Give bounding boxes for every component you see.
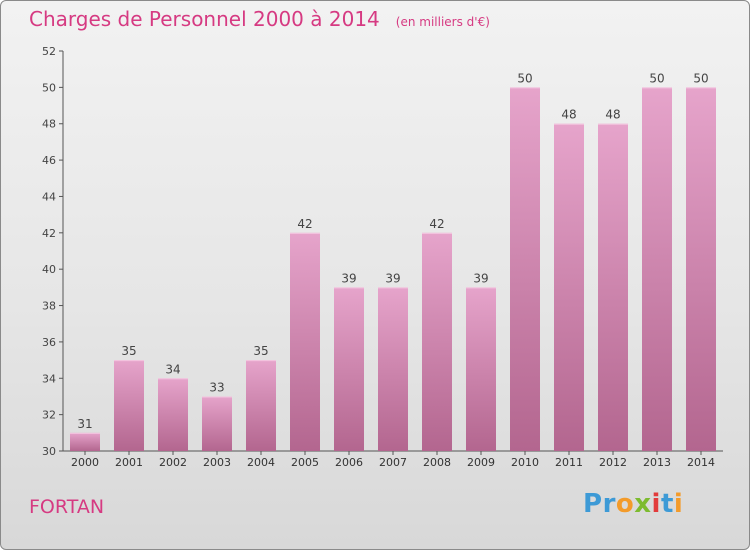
bar	[466, 287, 496, 451]
logo-letter: r	[602, 489, 616, 519]
bar	[686, 87, 716, 451]
chart-title: Charges de Personnel 2000 à 2014	[29, 7, 380, 31]
bar	[642, 87, 672, 451]
data-label: 42	[297, 217, 312, 231]
bar	[334, 287, 364, 451]
logo-letter: x	[634, 489, 652, 519]
data-label: 35	[121, 344, 136, 358]
y-tick-label: 44	[42, 190, 56, 203]
title-row: Charges de Personnel 2000 à 2014 (en mill…	[29, 7, 490, 31]
y-tick-label: 30	[42, 445, 56, 458]
data-label: 39	[473, 271, 488, 285]
x-tick-label: 2007	[379, 456, 407, 469]
proxiti-logo: Proxiti	[583, 489, 683, 519]
y-tick-label: 48	[42, 118, 56, 131]
y-tick-label: 40	[42, 263, 56, 276]
x-tick-label: 2000	[71, 456, 99, 469]
data-label: 50	[693, 71, 708, 85]
y-tick-label: 34	[42, 372, 56, 385]
logo-letter: P	[583, 489, 603, 519]
data-label: 50	[517, 71, 532, 85]
bar	[510, 87, 540, 451]
x-tick-label: 2013	[643, 456, 671, 469]
x-tick-label: 2006	[335, 456, 363, 469]
y-tick-label: 38	[42, 300, 56, 313]
x-tick-label: 2014	[687, 456, 715, 469]
bars: 31 35 34 33 35 42 39 39 42 39 50 48 48 50 50	[70, 71, 716, 452]
y-tick-label: 50	[42, 81, 56, 94]
data-label: 48	[561, 108, 576, 122]
bar	[70, 432, 100, 451]
commune-name: FORTAN	[29, 496, 105, 518]
data-label: 48	[605, 108, 620, 122]
axes: 30 32 34 36 38 40 42 44 46 48 50 52 2000 2001 2002 2003…	[42, 45, 723, 469]
x-tick-label: 2012	[599, 456, 627, 469]
y-tick-label: 42	[42, 227, 56, 240]
x-tick-label: 2009	[467, 456, 495, 469]
bar	[114, 360, 144, 451]
x-tick-label: 2005	[291, 456, 319, 469]
bar	[246, 360, 276, 451]
x-tick-label: 2002	[159, 456, 187, 469]
x-tick-label: 2004	[247, 456, 275, 469]
y-tick-label: 46	[42, 154, 56, 167]
logo-letter: i	[673, 489, 684, 519]
data-label: 39	[341, 271, 356, 285]
bar	[202, 396, 232, 451]
data-label: 31	[77, 417, 92, 431]
data-label: 42	[429, 217, 444, 231]
y-tick-label: 32	[42, 409, 56, 422]
x-tick-label: 2001	[115, 456, 143, 469]
bar	[598, 123, 628, 452]
logo-letter: t	[660, 489, 674, 519]
y-tick-label: 52	[42, 45, 56, 58]
x-tick-label: 2011	[555, 456, 583, 469]
x-tick-label: 2010	[511, 456, 539, 469]
data-label: 39	[385, 271, 400, 285]
data-label: 35	[253, 344, 268, 358]
data-label: 33	[209, 380, 224, 394]
x-tick-label: 2003	[203, 456, 231, 469]
logo-letter: i	[651, 489, 661, 519]
bar	[554, 123, 584, 452]
chart-subtitle: (en milliers d'€)	[395, 15, 490, 29]
data-label: 50	[649, 71, 664, 85]
bar	[422, 232, 452, 451]
x-tick-label: 2008	[423, 456, 451, 469]
data-label: 34	[165, 362, 180, 376]
logo-letter: o	[615, 489, 635, 519]
bar	[290, 232, 320, 451]
y-tick-label: 36	[42, 336, 56, 349]
bar	[378, 287, 408, 451]
bar	[158, 378, 188, 451]
